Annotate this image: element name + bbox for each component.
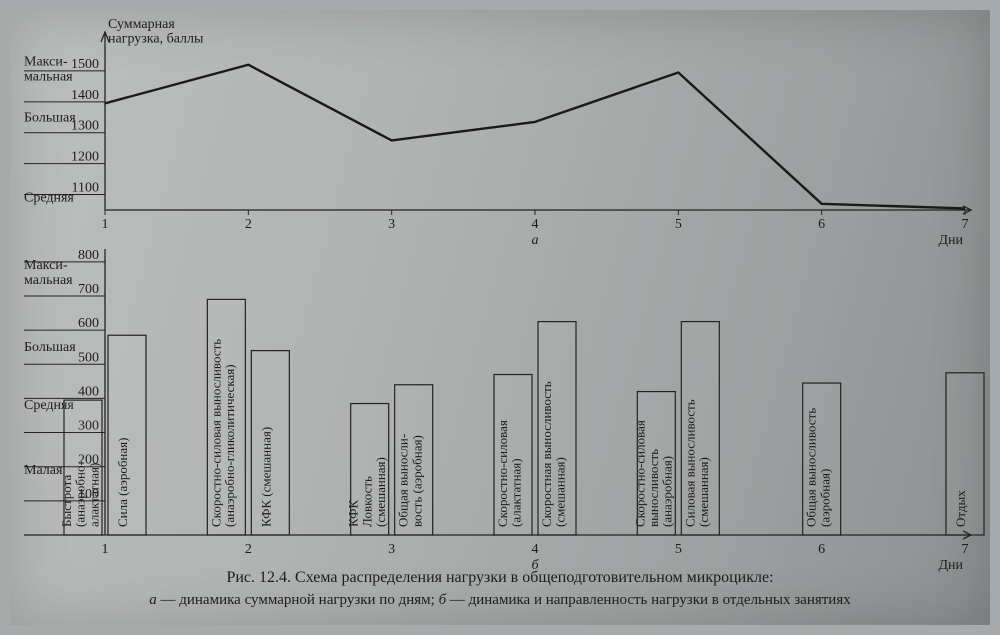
chart-a-xtick-label: 5 — [675, 217, 682, 232]
chart-b-ytick: 700 — [78, 282, 99, 297]
chart-b-bar-label: Отдых — [953, 490, 968, 527]
chart-b-xtick-label: 2 — [245, 542, 252, 557]
chart-b-ytick: 500 — [78, 350, 99, 365]
chart-b-xtick-label: 5 — [675, 542, 682, 557]
chart-a-xtick-label: 7 — [962, 217, 969, 232]
chart-b-xtick-label: 6 — [818, 542, 825, 557]
chart-a-xtick-label: 2 — [245, 217, 252, 232]
chart-a-ytick: 1500 — [71, 57, 99, 72]
chart-a-xtick-label: 3 — [388, 217, 395, 232]
chart-b-ytick: 400 — [78, 384, 99, 399]
chart-a-series-line — [105, 65, 965, 209]
chart-a-ytick: 1400 — [71, 88, 99, 103]
chart-a-level-label: Большая — [24, 110, 76, 125]
chart-b-ytick: 600 — [78, 316, 99, 331]
chart-b-xtick-label: 1 — [102, 542, 109, 557]
chart-b-xtick-label: 4 — [532, 542, 539, 557]
figure-caption-line1: Рис. 12.4. Схема распределения нагрузки … — [226, 569, 773, 586]
chart-a-ytick: 1100 — [72, 181, 99, 196]
chart-a-ytick: 1200 — [71, 150, 99, 165]
chart-b-bar-label: Скоростно-силовая выносливость(анаэробно… — [208, 339, 237, 527]
chart-b-level-label: Большая — [24, 340, 76, 355]
chart-a-xlabel: Дни — [938, 233, 963, 248]
chart-a-level-label: Средняя — [24, 191, 74, 206]
chart-a-level-label: Макси-мальная — [24, 55, 73, 85]
chart-b-bar-label: Сила (аэробная) — [115, 438, 130, 527]
chart-b-bar-label: КФК (смешанная) — [258, 427, 273, 527]
chart-b-level-label: Макси-мальная — [24, 258, 73, 288]
chart-b-xlabel: Дни — [938, 558, 963, 573]
chart-a-sublabel: а — [532, 233, 539, 248]
chart-b-xtick-label: 3 — [388, 542, 395, 557]
chart-b-ytick: 800 — [78, 248, 99, 263]
chart-b-bar-label: Общая выносли-вость (аэробная) — [396, 434, 425, 527]
chart-a-xtick-label: 4 — [532, 217, 539, 232]
chart-a-title: Суммарнаянагрузка, баллы — [108, 17, 204, 47]
chart-a-xtick-label: 6 — [818, 217, 825, 232]
chart-b-level-label: Малая — [24, 463, 63, 478]
figure-caption-line2: а — динамика суммарной нагрузки по дням;… — [149, 592, 851, 608]
chart-a-xtick-label: 1 — [102, 217, 109, 232]
chart-b-xtick-label: 7 — [962, 542, 969, 557]
